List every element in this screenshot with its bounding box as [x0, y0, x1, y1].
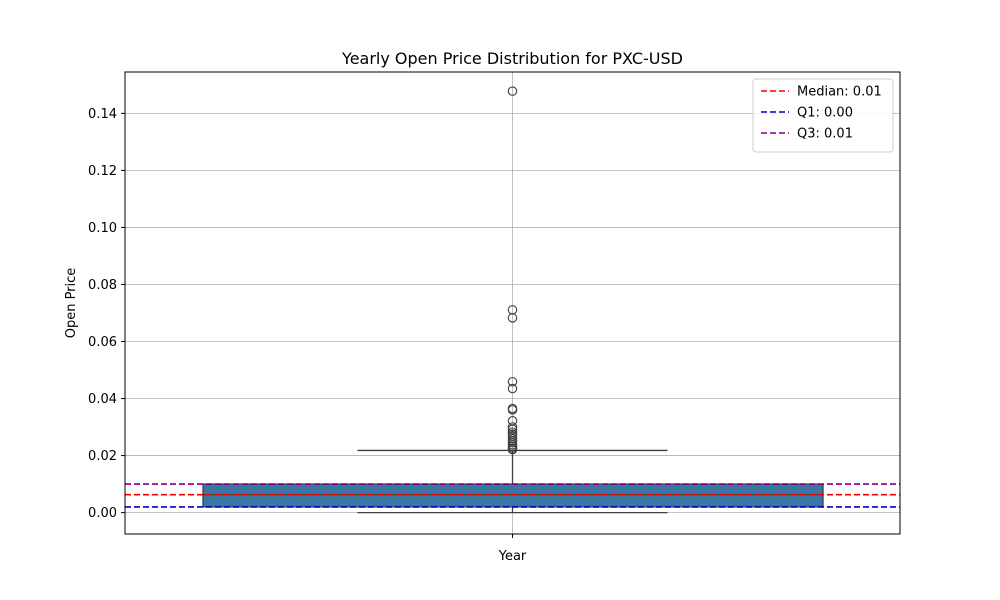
y-ticks: 0.00 0.02 0.04 0.06 0.08 0.10 0.12 0.14 [88, 107, 513, 538]
y-tick-label: 0.06 [88, 335, 117, 350]
y-axis-label: Open Price [64, 268, 79, 339]
y-tick-label: 0.02 [88, 449, 117, 464]
y-tick-label: 0.08 [88, 278, 117, 293]
y-tick-label: 0.12 [88, 164, 117, 179]
x-axis-label: Year [498, 549, 527, 564]
outliers-layer [507, 86, 518, 455]
reference-lines-layer [125, 483, 900, 508]
outlier-point [507, 405, 518, 415]
grid-layer [125, 72, 900, 534]
iqr-box [202, 483, 824, 508]
box-layer [202, 449, 824, 514]
legend-label: Q3: 0.01 [797, 127, 853, 142]
legend-label: Q1: 0.00 [797, 106, 853, 121]
legend: Median: 0.01 Q1: 0.00 Q3: 0.01 [752, 78, 894, 153]
outlier-point [507, 444, 518, 455]
outlier-point [507, 422, 518, 432]
y-tick-label: 0.04 [88, 392, 117, 407]
outlier-point [507, 376, 518, 387]
outlier-point [507, 86, 518, 96]
outlier-point [507, 383, 518, 394]
y-tick-label: 0.10 [88, 221, 117, 236]
chart-title: Yearly Open Price Distribution for PXC-U… [341, 49, 683, 68]
outlier-point [507, 424, 518, 435]
y-tick-label: 0.00 [88, 506, 117, 521]
legend-label: Median: 0.01 [797, 85, 882, 100]
y-tick-label: 0.14 [88, 107, 117, 122]
outlier-point [507, 313, 518, 323]
